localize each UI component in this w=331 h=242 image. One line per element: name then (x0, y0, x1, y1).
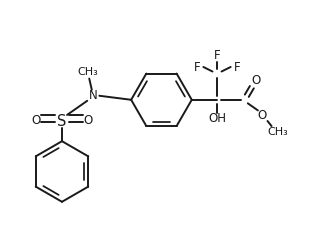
Text: CH₃: CH₃ (267, 127, 288, 137)
Text: O: O (251, 74, 260, 87)
Text: O: O (258, 109, 267, 122)
Text: OH: OH (208, 113, 226, 126)
Text: O: O (84, 114, 93, 128)
Text: F: F (214, 49, 220, 62)
Text: F: F (194, 61, 200, 74)
Text: O: O (31, 114, 40, 128)
Text: S: S (57, 113, 67, 129)
Text: CH₃: CH₃ (78, 67, 99, 76)
Text: F: F (234, 61, 241, 74)
Text: N: N (89, 89, 98, 102)
